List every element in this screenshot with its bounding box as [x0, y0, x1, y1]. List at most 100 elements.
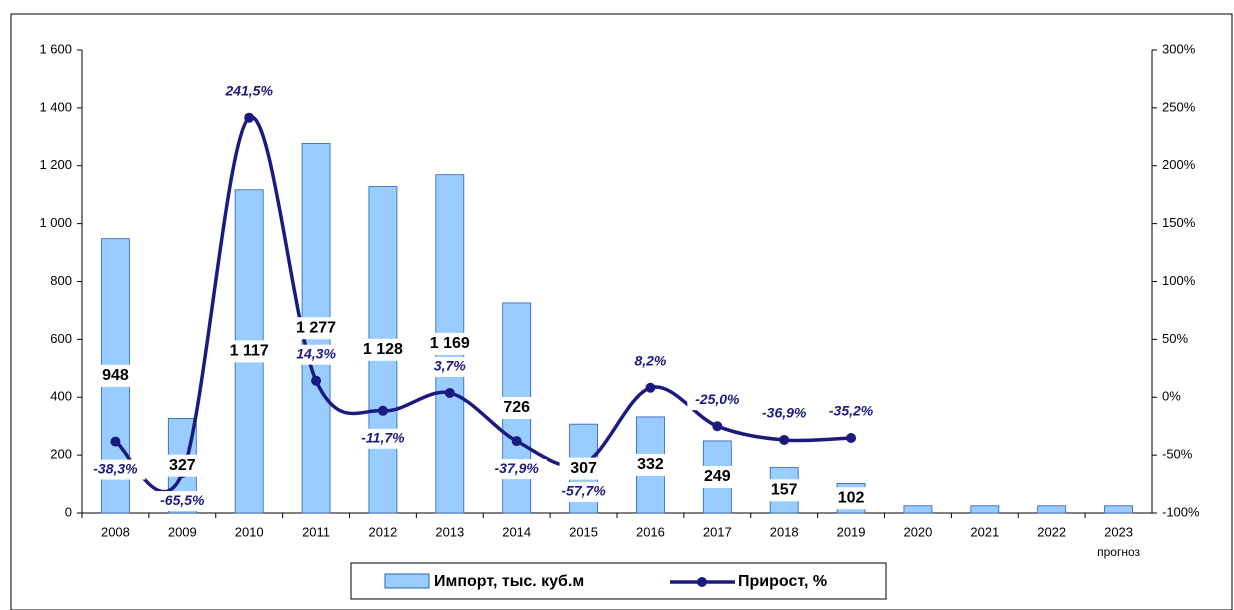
y-tick-label: 800 [50, 273, 72, 288]
legend-swatch [384, 573, 430, 589]
x-tick-label: 2022 [1037, 524, 1066, 539]
x-tick-label: 2019 [837, 524, 866, 539]
x-tick-label: 2023 [1104, 524, 1133, 539]
y2-tick-label: 250% [1162, 99, 1196, 114]
x-tick-label: 2014 [502, 524, 531, 539]
bar-value-label: 102 [838, 489, 865, 506]
line-value-label: -38,3% [93, 460, 138, 476]
chart-frame [10, 13, 1233, 610]
marker [244, 112, 255, 123]
label-bg [85, 459, 146, 480]
y-tick-label: 1 400 [39, 99, 72, 114]
bar [1037, 505, 1067, 514]
label-bg [559, 457, 608, 480]
label-bg [358, 338, 407, 361]
x-tick-label: 2009 [168, 524, 197, 539]
line-value-label: -36,9% [762, 405, 807, 421]
bar [970, 505, 1000, 514]
marker [444, 387, 455, 398]
legend-label: Прирост, % [738, 573, 827, 590]
marker [645, 382, 656, 393]
bar-value-label: 307 [570, 460, 597, 477]
label-bg [687, 390, 748, 411]
bar-value-label: 157 [771, 482, 798, 499]
label-bg [225, 340, 274, 363]
y2-tick-label: -50% [1162, 447, 1193, 462]
label-bg [425, 332, 474, 355]
y-tick-label: 1 600 [39, 41, 72, 56]
y-tick-label: 400 [50, 389, 72, 404]
line-value-label: -11,7% [361, 429, 405, 445]
marker [311, 375, 322, 386]
line-value-label: 241,5% [224, 82, 273, 98]
x-note: прогноз [1097, 545, 1140, 559]
y2-tick-label: 50% [1162, 331, 1188, 346]
bar-value-label: 1 117 [230, 343, 269, 360]
y2-tick-label: 300% [1162, 41, 1196, 56]
label-bg [626, 453, 675, 476]
line-value-label: -37,9% [495, 460, 540, 476]
label-bg [158, 454, 207, 477]
y-tick-label: 0 [65, 504, 72, 519]
bar [1104, 505, 1133, 514]
bar-value-label: 327 [169, 457, 196, 474]
label-bg [292, 317, 341, 340]
bar-value-label: 332 [637, 456, 664, 473]
bar [903, 505, 933, 514]
y2-tick-label: 0% [1162, 389, 1181, 404]
x-tick-label: 2020 [903, 524, 932, 539]
x-tick-label: 2012 [368, 524, 397, 539]
label-bg [352, 428, 413, 449]
marker [110, 436, 121, 447]
marker [377, 405, 388, 416]
y-tick-label: 1 000 [39, 215, 72, 230]
legend-marker [697, 577, 707, 587]
x-tick-label: 2016 [636, 524, 665, 539]
bar-value-label: 1 169 [430, 335, 470, 352]
line [114, 115, 852, 494]
line-value-label: -65,5% [160, 492, 205, 508]
label-bg [419, 356, 480, 377]
line-value-label: -57,7% [561, 483, 606, 499]
x-tick-label: 2015 [569, 524, 598, 539]
label-bg [219, 81, 280, 102]
bar-value-label: 249 [704, 468, 731, 485]
line-value-label: 3,7% [434, 358, 466, 374]
x-tick-label: 2013 [435, 524, 464, 539]
label-bg [91, 364, 140, 387]
marker [712, 421, 723, 432]
y-tick-label: 1 200 [39, 157, 72, 172]
line-value-label: 14,3% [296, 345, 336, 361]
x-tick-label: 2021 [970, 524, 999, 539]
label-bg [827, 487, 876, 510]
label-bg [754, 403, 815, 424]
label-bg [553, 482, 614, 503]
line-value-label: -35,2% [829, 403, 874, 419]
line-value-label: -25,0% [695, 391, 740, 407]
label-bg [486, 459, 547, 480]
y-tick-label: 200 [50, 447, 72, 462]
bar-value-label: 1 277 [296, 319, 336, 336]
label-bg [760, 479, 809, 502]
label-bg [286, 344, 347, 365]
marker [846, 432, 857, 443]
legend-box [350, 562, 887, 600]
label-bg [152, 491, 213, 512]
marker [779, 434, 790, 445]
bar-value-label: 1 128 [363, 341, 403, 358]
label-bg [821, 401, 882, 422]
x-tick-label: 2010 [235, 524, 264, 539]
y-tick-label: 600 [50, 331, 72, 346]
label-bg [693, 465, 742, 488]
line-value-label: 8,2% [634, 352, 666, 368]
x-tick-label: 2011 [302, 524, 330, 539]
x-tick-label: 2018 [770, 524, 799, 539]
y2-tick-label: 100% [1162, 273, 1196, 288]
bar-value-label: 726 [503, 399, 530, 416]
x-tick-label: 2017 [703, 524, 732, 539]
label-bg [620, 351, 681, 372]
y2-tick-label: 200% [1162, 157, 1196, 172]
legend-label: Импорт, тыс. куб.м [434, 573, 584, 590]
label-bg [492, 396, 541, 419]
